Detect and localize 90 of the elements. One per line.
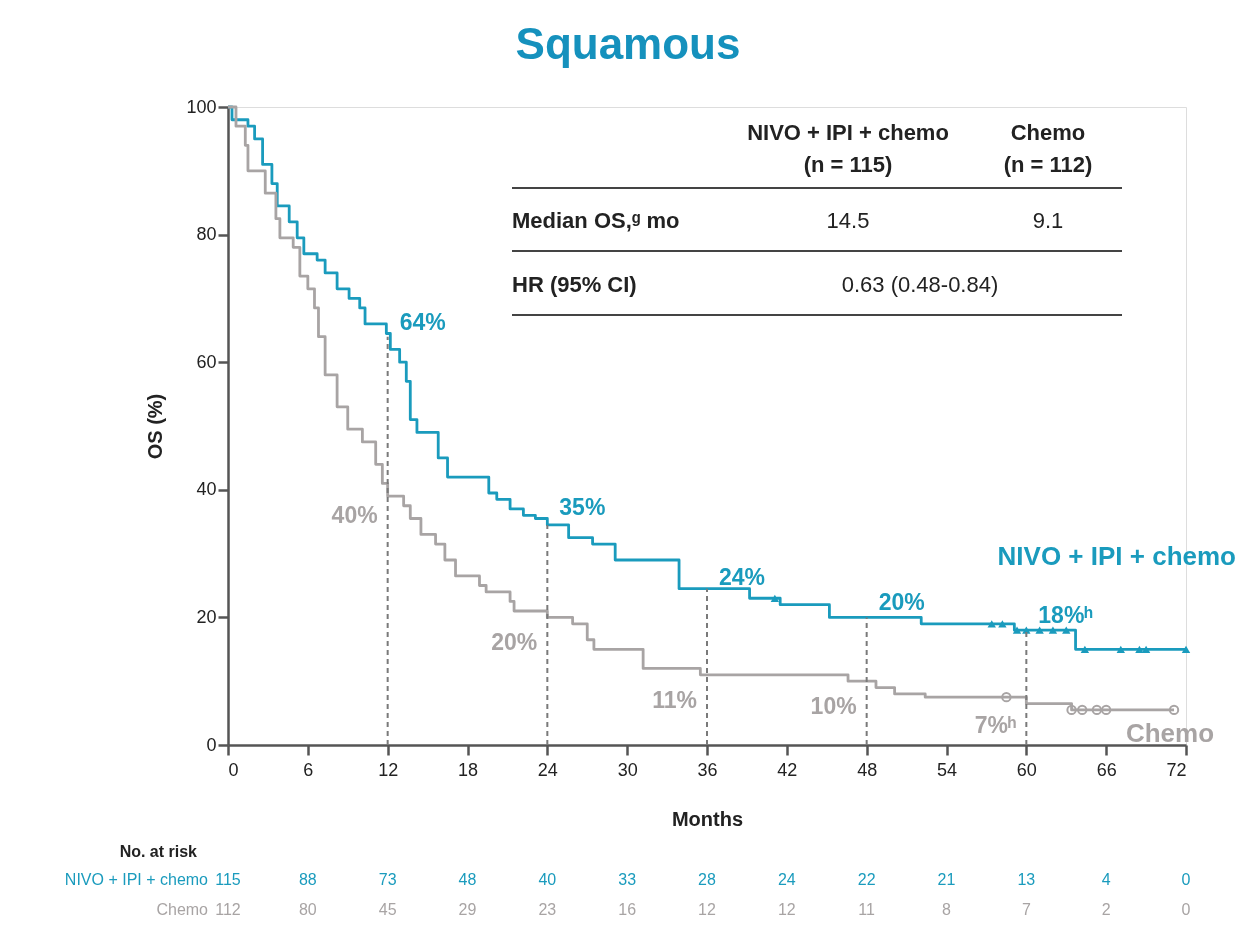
x-tick-label: 6 bbox=[303, 759, 314, 780]
point bbox=[1077, 704, 1088, 716]
text: 115 bbox=[215, 871, 241, 888]
point bbox=[1035, 626, 1044, 634]
chart-title: Squamous bbox=[515, 19, 741, 68]
x-tick-label: 36 bbox=[697, 759, 718, 780]
text: 33 bbox=[618, 871, 637, 888]
text: Chemo bbox=[156, 901, 209, 918]
point bbox=[998, 620, 1007, 628]
annotation: 20% bbox=[491, 629, 538, 656]
y-tick-label: 60 bbox=[196, 351, 217, 372]
annotation: 64% bbox=[399, 308, 446, 335]
text: 8 bbox=[942, 901, 952, 918]
point bbox=[1001, 691, 1012, 703]
text: 24 bbox=[777, 871, 796, 888]
text: NIVO + IPI + chemo bbox=[64, 871, 209, 888]
point bbox=[770, 594, 780, 602]
text: 45 bbox=[378, 901, 397, 918]
text: 80 bbox=[298, 901, 317, 918]
annotation: (n = 115) bbox=[803, 152, 893, 177]
x-tick-label: 42 bbox=[777, 759, 798, 780]
text: 88 bbox=[298, 871, 317, 888]
annotation: Median OS,ᵍ mo bbox=[512, 208, 680, 233]
text: 11 bbox=[858, 901, 876, 918]
x-tick-label: 66 bbox=[1096, 759, 1117, 780]
text: 12 bbox=[698, 901, 716, 918]
text: 16 bbox=[618, 901, 637, 918]
annotation: (n = 112) bbox=[1003, 152, 1093, 177]
text: 29 bbox=[458, 901, 477, 918]
y-tick-label: 40 bbox=[196, 479, 217, 500]
text: 13 bbox=[1017, 871, 1036, 888]
annotation: HR (95% CI) bbox=[512, 272, 637, 297]
point bbox=[1100, 704, 1112, 716]
annotation: 0.63 (0.48-0.84) bbox=[841, 272, 999, 297]
annotation: 7%ʰ bbox=[974, 712, 1017, 739]
annotation: 9.1 bbox=[1032, 208, 1064, 233]
point bbox=[1091, 704, 1103, 716]
point bbox=[1066, 704, 1077, 716]
text: 0 bbox=[1181, 901, 1191, 918]
text: 28 bbox=[698, 871, 716, 888]
point bbox=[1135, 645, 1144, 653]
text: 7 bbox=[1021, 901, 1031, 918]
point bbox=[1168, 704, 1180, 716]
text: 73 bbox=[378, 871, 397, 888]
x-tick-label: 30 bbox=[617, 759, 638, 780]
point bbox=[1181, 645, 1191, 653]
annotation: 24% bbox=[719, 563, 766, 590]
text: 48 bbox=[458, 871, 477, 888]
y-tick-label: 80 bbox=[196, 224, 217, 245]
y-tick-label: 100 bbox=[186, 96, 217, 117]
point bbox=[1048, 626, 1058, 634]
y-axis-title: OS (%) bbox=[144, 393, 167, 460]
x-tick-label: 24 bbox=[537, 759, 558, 780]
text: No. at risk bbox=[119, 843, 198, 860]
text: 40 bbox=[538, 871, 557, 888]
annotation: Chemo bbox=[1010, 120, 1086, 145]
annotation: 10% bbox=[810, 693, 857, 720]
annotation: 18%ʰ bbox=[1038, 602, 1093, 629]
x-tick-label: 72 bbox=[1166, 759, 1187, 780]
x-tick-label: 12 bbox=[378, 759, 399, 780]
point bbox=[987, 620, 996, 628]
point bbox=[1080, 645, 1090, 653]
x-axis-title: Months bbox=[671, 807, 744, 830]
text: 23 bbox=[538, 901, 557, 918]
annotation: 11% bbox=[652, 686, 697, 713]
annotation: 14.5 bbox=[826, 208, 870, 233]
x-tick-label: 48 bbox=[857, 759, 878, 780]
series-label: Chemo bbox=[1125, 717, 1215, 748]
point bbox=[1116, 645, 1125, 653]
text: 4 bbox=[1101, 871, 1111, 888]
text: 21 bbox=[937, 871, 956, 888]
x-tick-label: 60 bbox=[1016, 759, 1037, 780]
y-tick-label: 20 bbox=[196, 606, 217, 627]
text: 12 bbox=[777, 901, 796, 918]
point bbox=[1062, 626, 1071, 634]
x-tick-label: 54 bbox=[936, 759, 958, 780]
y-tick-label: 0 bbox=[206, 734, 217, 755]
x-tick-label: 0 bbox=[228, 759, 239, 780]
point bbox=[1012, 626, 1022, 634]
point bbox=[1141, 645, 1151, 653]
annotation: 35% bbox=[559, 493, 606, 520]
text: 112 bbox=[215, 901, 241, 918]
x-tick-label: 18 bbox=[457, 759, 479, 780]
annotation: 40% bbox=[331, 501, 378, 528]
text: 2 bbox=[1101, 901, 1111, 918]
annotation: 20% bbox=[878, 589, 925, 616]
annotation: NIVO + IPI + chemo bbox=[747, 120, 949, 145]
text: 22 bbox=[857, 871, 876, 888]
text: NIVO + IPI + chemo bbox=[997, 541, 1236, 572]
text: 0 bbox=[1181, 871, 1191, 888]
